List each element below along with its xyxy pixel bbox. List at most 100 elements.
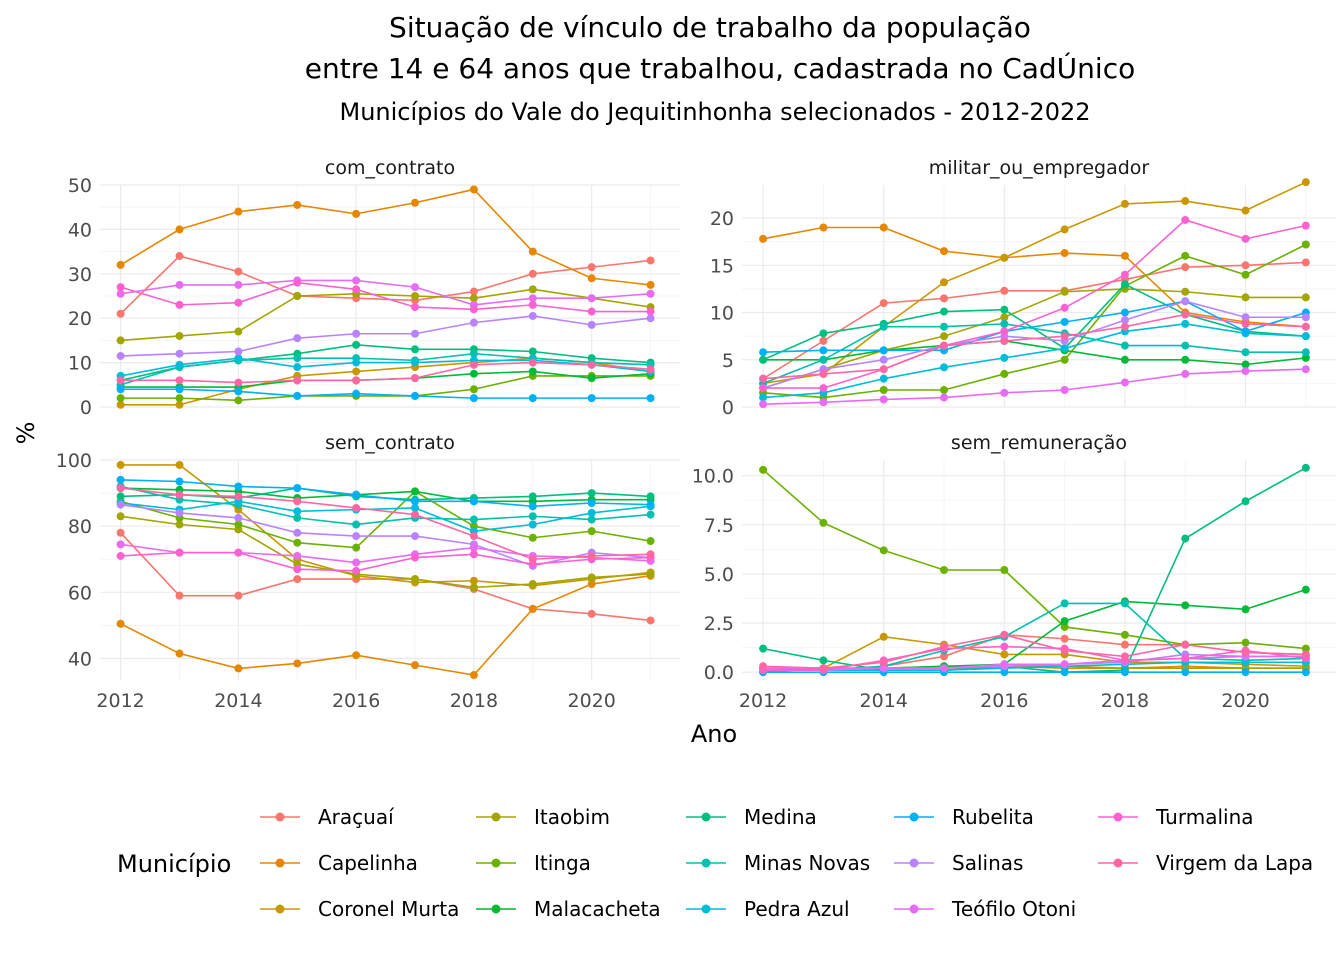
data-point [1181, 369, 1190, 378]
series-line [120, 543, 651, 564]
series-teofilo-otoni [759, 365, 1310, 409]
data-point [175, 591, 184, 600]
data-point [646, 307, 655, 316]
legend-item-itinga: Itinga [476, 851, 591, 875]
data-point [879, 374, 888, 383]
legend-label: Minas Novas [744, 851, 870, 875]
data-point [1181, 310, 1190, 319]
data-point [234, 354, 243, 363]
y-tick-label: 20 [68, 308, 92, 330]
legend-key-point [701, 904, 711, 914]
legend-item-minas-novas: Minas Novas [686, 851, 870, 875]
data-point [1181, 287, 1190, 296]
data-point [352, 358, 361, 367]
data-point [116, 376, 125, 385]
data-point [879, 664, 888, 673]
data-point [587, 609, 596, 618]
data-point [528, 512, 537, 521]
data-point [411, 292, 420, 300]
legend-key-point [275, 812, 285, 822]
data-point [1000, 388, 1009, 397]
data-point [879, 299, 888, 308]
legend-key-point [909, 812, 919, 822]
data-point [1301, 463, 1310, 472]
legend: Araçuaí Capelinha Coronel Murta Itaobim Itin… [260, 805, 1313, 921]
series-pedra-azul [116, 497, 655, 536]
data-point [1120, 378, 1129, 387]
facet-strip-label: com_contrato [325, 157, 455, 179]
series-line [762, 288, 1306, 389]
data-point [1181, 263, 1190, 272]
series-line [763, 243, 1307, 399]
data-point [469, 532, 478, 541]
y-tick-label: 20 [710, 208, 734, 230]
data-point [528, 358, 537, 367]
data-point [234, 207, 243, 216]
data-point [234, 347, 243, 356]
data-point [819, 369, 828, 378]
data-point [1241, 605, 1250, 614]
y-tick-label: 7.5 [704, 515, 734, 537]
data-point [879, 658, 888, 667]
data-point [528, 367, 537, 376]
data-point [528, 604, 537, 613]
data-point [759, 662, 768, 671]
data-point [1060, 344, 1069, 353]
data-point [175, 460, 184, 469]
data-point [1000, 660, 1009, 669]
y-tick-label: 30 [68, 264, 92, 286]
x-tick-label: 2018 [450, 690, 498, 712]
data-point [469, 385, 478, 394]
series-line [762, 469, 1306, 650]
series-line [120, 375, 651, 402]
series-line [120, 279, 651, 306]
data-point [293, 334, 302, 343]
data-point [116, 512, 125, 521]
facet-strip-label: sem_contrato [325, 432, 455, 454]
data-point [175, 385, 184, 394]
data-point [528, 285, 537, 294]
data-point [469, 185, 478, 194]
data-point [175, 280, 184, 289]
data-point [175, 252, 184, 261]
data-point [587, 499, 596, 508]
data-point [1060, 622, 1069, 631]
data-point [1060, 385, 1069, 394]
legend-item-aracuai: Araçuaí [260, 805, 395, 829]
y-tick-label: 0 [722, 397, 734, 419]
data-point [175, 520, 184, 529]
y-tick-label: 5 [722, 350, 734, 372]
data-point [234, 387, 243, 396]
series-pedra-azul [116, 354, 655, 380]
data-point [352, 367, 361, 376]
legend-label: Teófilo Otoni [951, 897, 1076, 921]
data-point [819, 336, 828, 345]
data-point [646, 500, 655, 509]
data-point [1241, 648, 1250, 657]
data-point [1000, 336, 1009, 345]
y-tick-label: 40 [68, 648, 92, 670]
series-salinas [116, 311, 655, 360]
data-point [1301, 353, 1310, 362]
series-minas-novas [759, 319, 1310, 388]
data-point [1241, 206, 1250, 215]
data-point [1060, 668, 1069, 677]
data-point [1000, 319, 1009, 328]
data-point [1120, 355, 1129, 364]
data-point [528, 533, 537, 542]
data-point [1241, 313, 1250, 322]
y-tick-label: 10.0 [692, 466, 734, 488]
legend-key-point [491, 904, 501, 914]
legend-item-capelinha: Capelinha [260, 851, 418, 875]
data-point [234, 548, 243, 557]
data-point [646, 550, 655, 559]
data-point [819, 384, 828, 393]
data-point [759, 465, 768, 474]
data-point [411, 497, 420, 506]
data-point [646, 394, 655, 403]
data-point [646, 289, 655, 298]
data-point [116, 619, 125, 628]
x-tick-label: 2018 [1101, 690, 1149, 712]
legend-label: Capelinha [318, 851, 418, 875]
data-point [1181, 640, 1190, 649]
